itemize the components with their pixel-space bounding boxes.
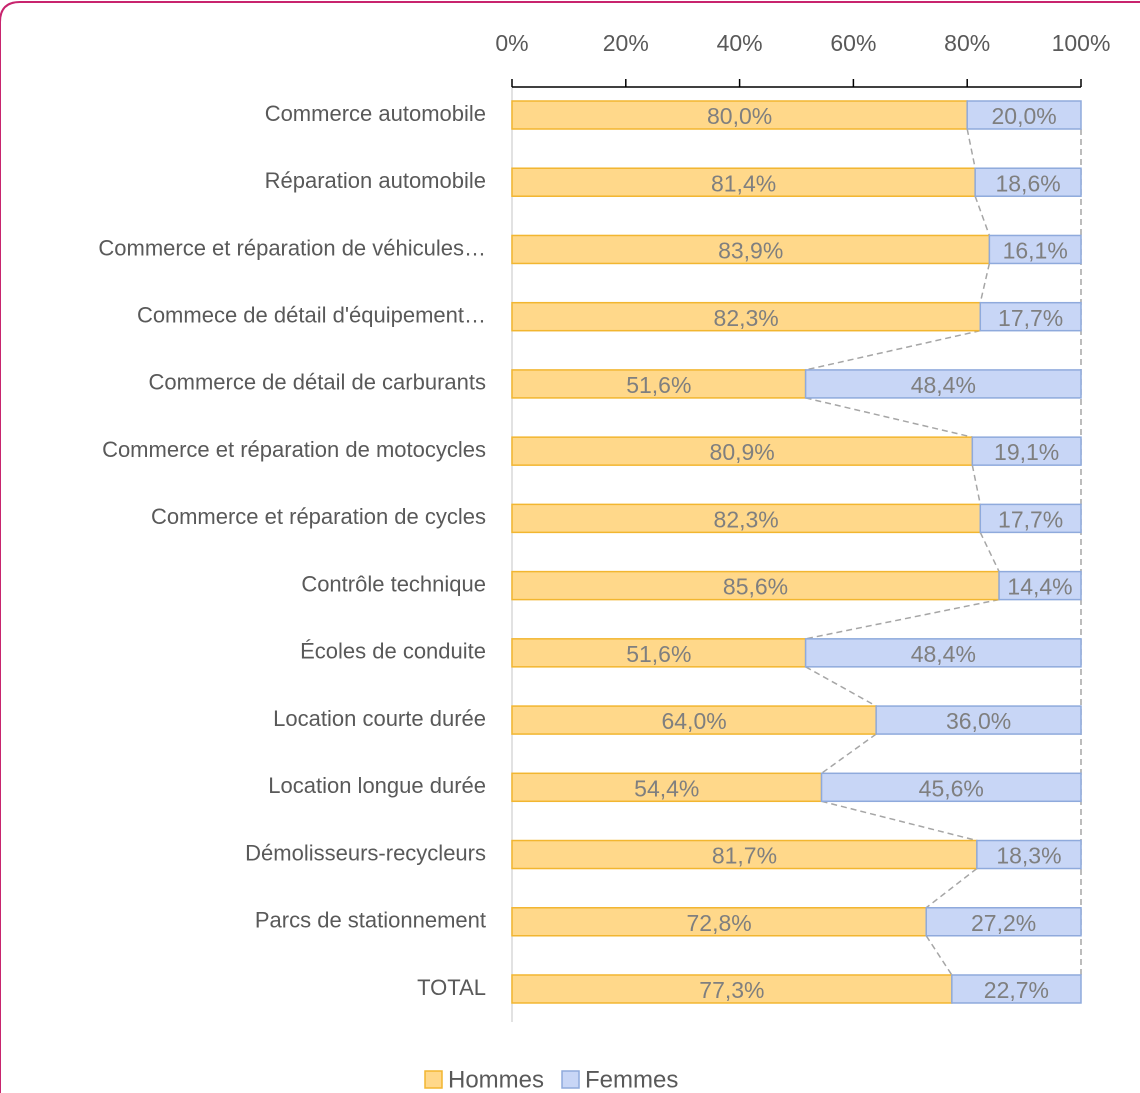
series-line xyxy=(821,800,978,842)
bar xyxy=(804,369,1082,399)
category-label: Commerce de détail de carburants xyxy=(149,370,487,395)
data-label: 27,2% xyxy=(971,910,1036,936)
data-label: 81,4% xyxy=(711,170,776,196)
legend-swatch xyxy=(561,1070,580,1089)
x-tick-label: 100% xyxy=(1052,30,1111,56)
data-label: 72,8% xyxy=(687,910,752,936)
data-label: 19,1% xyxy=(994,439,1059,465)
category-label: Location courte durée xyxy=(273,706,486,731)
data-label: 77,3% xyxy=(699,977,764,1003)
data-label: 18,3% xyxy=(996,843,1061,869)
bar xyxy=(966,100,1082,130)
data-label: 17,7% xyxy=(998,506,1063,532)
series-line xyxy=(974,195,991,236)
bar xyxy=(998,570,1082,601)
legend-label: Femmes xyxy=(585,1066,678,1093)
bar xyxy=(988,234,1082,265)
bar xyxy=(511,974,953,1004)
data-label: 51,6% xyxy=(626,372,691,398)
series-line xyxy=(925,867,978,909)
bar xyxy=(511,503,982,534)
category-label: Commece de détail d'équipement… xyxy=(137,303,486,328)
data-label: 48,4% xyxy=(911,372,976,398)
series-line xyxy=(979,532,1000,572)
bar xyxy=(511,369,807,399)
bar xyxy=(511,436,974,466)
data-label: 54,4% xyxy=(634,775,699,801)
series-line xyxy=(821,733,877,774)
category-label: Écoles de conduite xyxy=(300,639,486,664)
data-label: 48,4% xyxy=(911,641,976,667)
category-label: Parcs de stationnement xyxy=(255,908,486,933)
bar xyxy=(974,167,1082,197)
data-label: 45,6% xyxy=(919,775,984,801)
series-line xyxy=(805,666,877,707)
series-line xyxy=(925,935,953,976)
bar xyxy=(511,772,823,803)
data-label: 82,3% xyxy=(714,506,779,532)
x-tick-label: 0% xyxy=(495,30,528,56)
bar xyxy=(511,705,877,735)
data-label: 18,6% xyxy=(995,170,1060,196)
bar xyxy=(820,772,1082,803)
data-label: 17,7% xyxy=(998,305,1063,331)
bar xyxy=(511,167,976,197)
x-tick-label: 40% xyxy=(717,30,763,56)
data-label: 80,9% xyxy=(710,439,775,465)
data-label: 64,0% xyxy=(661,708,726,734)
series-line xyxy=(805,329,981,371)
data-label: 22,7% xyxy=(984,977,1049,1003)
data-label: 83,9% xyxy=(718,238,783,264)
x-tick-label: 80% xyxy=(944,30,990,56)
bar xyxy=(511,234,991,265)
series-line xyxy=(805,397,973,438)
bar xyxy=(951,974,1082,1004)
category-label: Commerce automobile xyxy=(265,101,486,126)
x-tick-label: 20% xyxy=(603,30,649,56)
data-label: 51,6% xyxy=(626,641,691,667)
data-label: 82,3% xyxy=(714,305,779,331)
bar xyxy=(979,301,1082,332)
bar xyxy=(925,907,1082,937)
category-label: Démolisseurs-recycleurs xyxy=(245,840,486,865)
bar xyxy=(875,705,1082,735)
bar xyxy=(511,570,1000,601)
data-label: 85,6% xyxy=(723,574,788,600)
series-line xyxy=(966,128,976,169)
series-line xyxy=(971,465,982,505)
bar xyxy=(971,436,1082,466)
bar xyxy=(511,301,982,332)
data-label: 14,4% xyxy=(1007,574,1072,600)
category-label: Location longue durée xyxy=(268,773,486,798)
data-label: 20,0% xyxy=(991,103,1056,129)
category-label: Commerce et réparation de cycles xyxy=(151,504,486,529)
category-label: Contrôle technique xyxy=(301,571,486,596)
category-label: TOTAL xyxy=(417,975,486,1000)
category-label: Commerce et réparation de motocycles xyxy=(102,437,486,462)
series-line xyxy=(979,263,991,303)
bar xyxy=(511,638,807,668)
data-label: 80,0% xyxy=(707,103,772,129)
data-label: 16,1% xyxy=(1003,238,1068,264)
bar xyxy=(804,638,1082,668)
data-label: 81,7% xyxy=(712,843,777,869)
bar xyxy=(979,503,1082,534)
x-tick-label: 60% xyxy=(830,30,876,56)
data-label: 36,0% xyxy=(946,708,1011,734)
series-line xyxy=(805,598,1000,640)
bar xyxy=(511,907,927,937)
bar xyxy=(976,839,1082,870)
legend-swatch xyxy=(424,1070,443,1089)
legend-label: Hommes xyxy=(448,1066,544,1093)
category-label: Commerce et réparation de véhicules… xyxy=(98,235,486,260)
category-label: Réparation automobile xyxy=(265,168,486,193)
